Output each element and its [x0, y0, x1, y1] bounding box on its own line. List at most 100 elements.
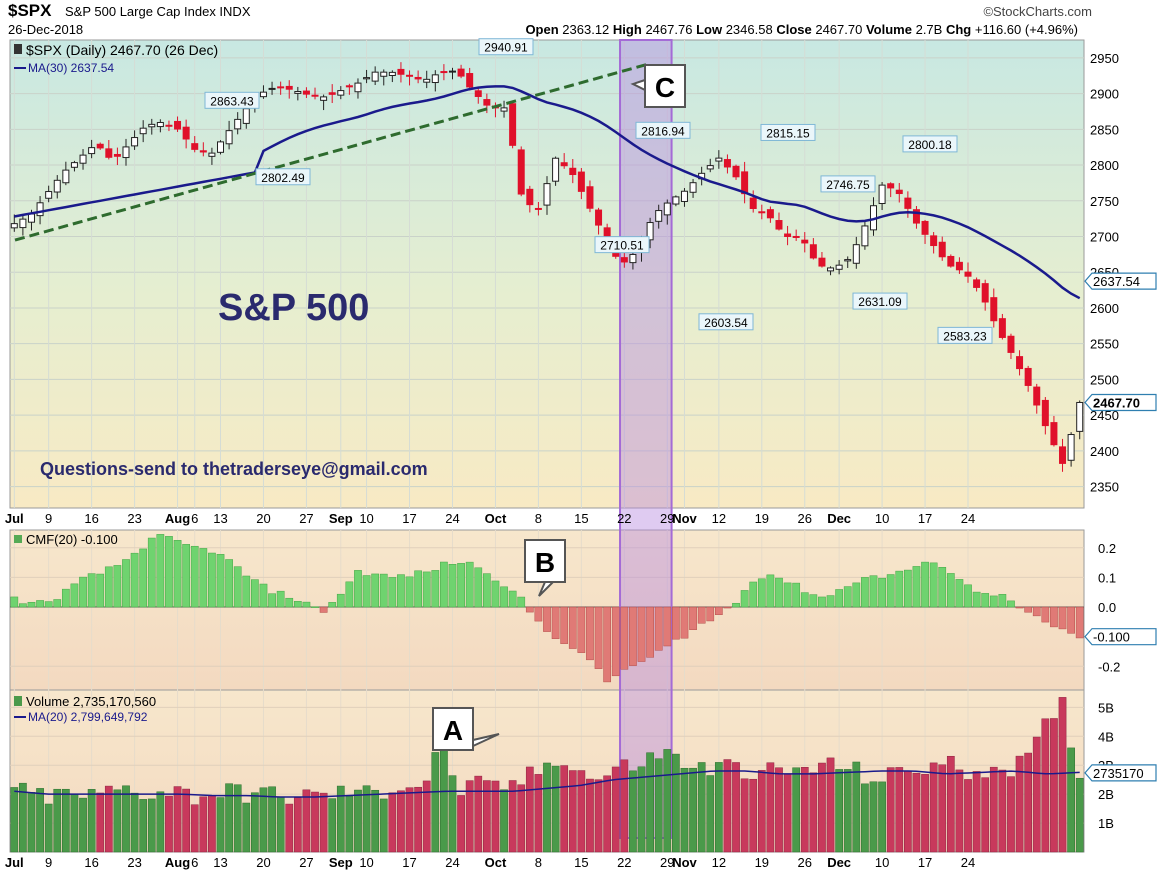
- candle-body: [861, 225, 869, 247]
- candle-body: [259, 91, 267, 98]
- high-value: 2467.76: [645, 22, 693, 37]
- cmf-bar: [371, 573, 380, 608]
- candle-body: [655, 210, 663, 222]
- cmf-bar: [293, 601, 302, 608]
- cmf-bar: [397, 574, 405, 608]
- candle-body: [466, 73, 474, 88]
- volume-bar: [912, 772, 921, 853]
- volume-bar: [79, 797, 87, 853]
- volume-bar: [216, 797, 225, 853]
- cmf-bar: [714, 606, 723, 615]
- cmf-bar: [560, 606, 569, 644]
- cmf-bar: [672, 606, 680, 640]
- volume-bar: [242, 802, 251, 853]
- volume-bar: [70, 794, 79, 853]
- candle-body: [1059, 446, 1067, 464]
- volume-bar: [1032, 736, 1041, 853]
- cmf-bar: [379, 573, 388, 608]
- cmf-bar: [1015, 606, 1024, 609]
- x-tick-label-top: 17: [402, 511, 416, 526]
- last-price-tag: 2467.70: [1093, 395, 1140, 410]
- candle-body: [1016, 356, 1024, 370]
- cmf-bar: [869, 575, 878, 608]
- candle-body: [36, 202, 44, 217]
- cmf-bar: [680, 606, 689, 639]
- axis-labels: 2350240024502500255026002650270027502800…: [5, 42, 1121, 870]
- price-tick-label: 2350: [1090, 480, 1119, 495]
- x-tick-label-top: 8: [535, 511, 542, 526]
- volume-bar: [1067, 747, 1075, 853]
- candle-body: [801, 239, 809, 244]
- volume-bar: [44, 803, 53, 853]
- candle-body: [440, 71, 448, 74]
- volume-bar: [156, 791, 165, 853]
- price-callout-box: [760, 123, 816, 141]
- price-callout-box: [594, 236, 650, 254]
- cmf-bar: [577, 606, 586, 653]
- cmf-tick-label: -0.2: [1098, 659, 1120, 674]
- cmf-bar: [87, 573, 96, 608]
- volume-bar: [10, 787, 19, 853]
- volume-bar: [697, 762, 706, 853]
- x-tick-label-bottom: Nov: [672, 855, 697, 870]
- cmf-bar: [1007, 600, 1015, 608]
- cmf-bar: [912, 566, 921, 608]
- candle-body: [302, 90, 310, 95]
- x-tick-label-bottom: 19: [755, 855, 769, 870]
- cmf-bar: [156, 534, 165, 608]
- candle-body: [895, 189, 903, 195]
- x-tick-label-bottom: 27: [299, 855, 313, 870]
- candle-body: [921, 220, 929, 235]
- candle-body: [775, 220, 783, 230]
- x-tick-label-top: 13: [213, 511, 227, 526]
- candle-body: [680, 190, 688, 202]
- volume-bar: [757, 770, 766, 853]
- candle-body: [792, 235, 800, 238]
- candle-body: [500, 107, 508, 112]
- cmf-bar: [474, 567, 483, 608]
- volume-bar: [500, 789, 508, 853]
- volume-tick-label: 1B: [1098, 816, 1114, 831]
- cmf-bar: [285, 597, 294, 608]
- candle-body: [294, 91, 302, 94]
- price-callout-box: [255, 168, 311, 186]
- candle-body: [569, 167, 577, 176]
- candle-body: [474, 90, 482, 97]
- price-tick-label: 2450: [1090, 408, 1119, 423]
- x-tick-label-top: 16: [84, 511, 98, 526]
- volume-bar: [929, 762, 938, 853]
- panel-backgrounds: [9, 39, 1085, 853]
- volume-bar: [36, 788, 44, 853]
- volume-bar: [1015, 755, 1024, 853]
- volume-bar: [998, 769, 1007, 853]
- cmf-bar: [431, 570, 440, 608]
- cmf-bar: [594, 606, 603, 669]
- x-tick-label-bottom: 17: [402, 855, 416, 870]
- price-tick-label: 2600: [1090, 301, 1119, 316]
- cmf-bar: [998, 594, 1007, 608]
- volume-bar: [1041, 718, 1050, 853]
- cmf-bar: [1041, 606, 1050, 623]
- candle-body: [431, 74, 439, 84]
- volume-bar: [672, 753, 680, 853]
- price-callout: 2802.49: [261, 171, 305, 185]
- cmf-bar: [354, 570, 362, 608]
- high-label: High: [612, 22, 642, 37]
- price-callout-box: [852, 292, 908, 310]
- cmf-bar: [818, 596, 826, 608]
- x-tick-label-bottom: 22: [617, 855, 631, 870]
- price-panel-bg: [9, 39, 1085, 509]
- cmf-bar: [972, 591, 981, 608]
- volume-bar: [809, 772, 818, 853]
- candle-body: [88, 147, 96, 155]
- cmf-tag: -0.100: [1093, 630, 1130, 645]
- price-tick-label: 2550: [1090, 337, 1119, 352]
- candle-body: [62, 169, 70, 184]
- cmf-bar: [938, 567, 947, 608]
- x-tick-label-bottom: 10: [875, 855, 889, 870]
- cmf-bar: [1058, 606, 1067, 630]
- candle-body: [981, 283, 989, 303]
- cmf-tick-label: 0.0: [1098, 600, 1116, 615]
- cmf-bar: [861, 577, 869, 608]
- cmf-bar: [749, 581, 758, 608]
